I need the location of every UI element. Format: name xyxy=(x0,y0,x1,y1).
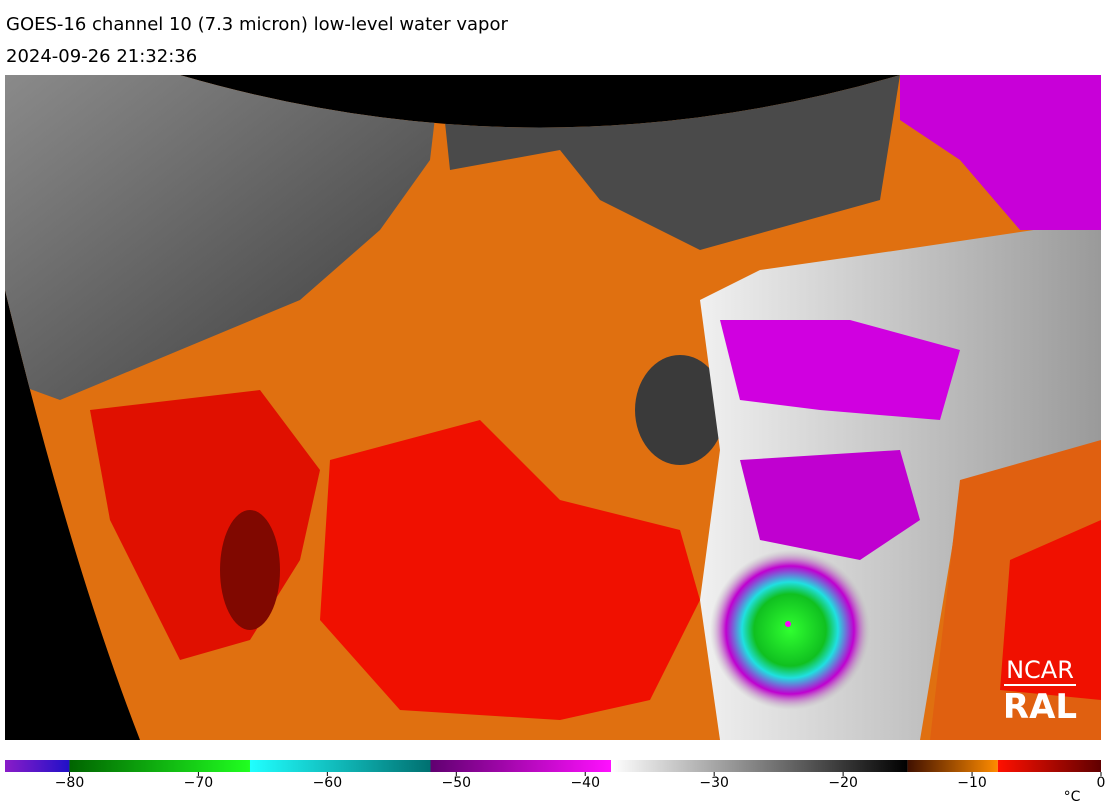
red-region xyxy=(320,420,700,720)
timestamp: 2024-09-26 21:32:36 xyxy=(6,46,197,67)
colorbar-tick-label: −30 xyxy=(699,775,729,791)
colorbar-tick-label: −80 xyxy=(55,775,85,791)
colorbar-tick-label: −10 xyxy=(957,775,987,791)
colorbar-segment xyxy=(430,760,612,772)
colorbar-segment xyxy=(5,760,70,772)
colorbar-tick-label: −40 xyxy=(570,775,600,791)
red-region xyxy=(1000,520,1101,700)
colorbar-tick-label: −50 xyxy=(442,775,472,791)
magenta-region xyxy=(740,450,920,560)
dark-red-region xyxy=(220,510,280,630)
logo-ral: RAL xyxy=(1003,687,1077,727)
gray-region xyxy=(5,75,440,400)
title: GOES-16 channel 10 (7.3 micron) low-leve… xyxy=(6,14,508,35)
gray-region xyxy=(635,355,725,465)
colorbar-tick-label: 0 xyxy=(1097,775,1106,791)
satellite-image xyxy=(5,75,1101,740)
colorbar-unit: °C xyxy=(1064,789,1081,805)
hurricane-eye xyxy=(785,621,791,627)
colorbar-segment xyxy=(611,760,908,772)
colorbar-segment xyxy=(907,760,998,772)
colorbar-segment xyxy=(997,760,1101,772)
magenta-region xyxy=(900,75,1101,230)
hurricane xyxy=(710,550,870,710)
magenta-region xyxy=(720,320,960,420)
colorbar-segment xyxy=(249,760,431,772)
colorbar-segment xyxy=(69,760,250,772)
colorbar-tick-label: −70 xyxy=(184,775,214,791)
logo-ncar: NCAR xyxy=(1006,656,1074,684)
colorbar-tick-label: −20 xyxy=(828,775,858,791)
colorbar-tick-label: −60 xyxy=(313,775,343,791)
